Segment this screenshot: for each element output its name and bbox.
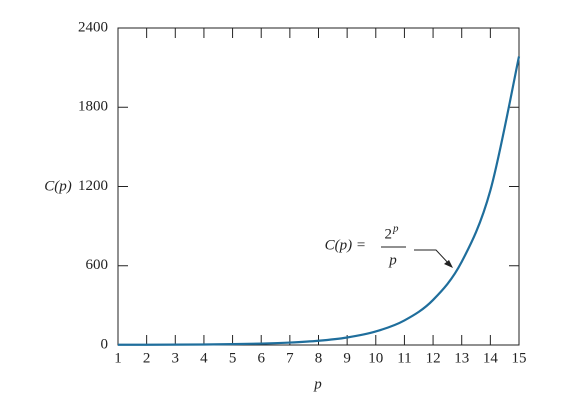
y-tick-label: 2400 [78, 19, 108, 35]
x-tick-label: 12 [426, 350, 441, 366]
x-tick-label: 7 [286, 350, 294, 366]
annotation-arrow [414, 249, 451, 266]
arrow-head [444, 260, 453, 268]
x-tick-label: 8 [315, 350, 323, 366]
x-tick-label: 1 [114, 350, 122, 366]
x-axis-label: p [313, 376, 322, 392]
annotation-lhs: C(p) = [325, 237, 366, 253]
x-tick-label: 11 [397, 350, 411, 366]
y-tick-label: 1800 [78, 99, 108, 115]
x-tick-label: 14 [483, 350, 499, 366]
x-tick-label: 13 [454, 350, 469, 366]
x-tick-label: 6 [257, 350, 265, 366]
y-tick-label: 1200 [78, 178, 108, 194]
annotation: C(p) = 2 p p [325, 223, 453, 268]
annotation-base: 2 [385, 226, 393, 242]
x-tick-label: 5 [229, 350, 237, 366]
annotation-exponent: p [392, 223, 399, 235]
x-tick-label: 3 [172, 350, 180, 366]
y-tick-label: 0 [101, 336, 109, 352]
y-axis-label: C(p) [44, 178, 72, 194]
x-tick-label: 10 [368, 350, 383, 366]
plot-frame [117, 27, 520, 346]
x-tick-label: 9 [343, 350, 351, 366]
x-tick-label: 15 [512, 350, 527, 366]
annotation-denominator: p [388, 252, 397, 268]
y-tick-label: 600 [86, 257, 109, 273]
data-line [117, 56, 521, 346]
x-tick-label: 4 [200, 350, 208, 366]
x-tick-label: 2 [143, 350, 151, 366]
